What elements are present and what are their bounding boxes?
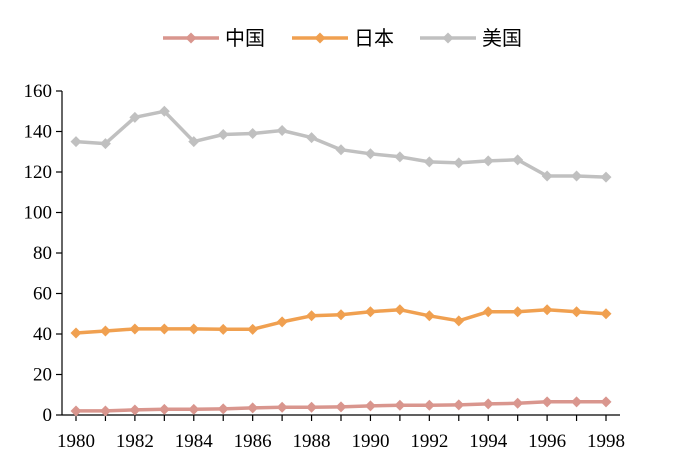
series-2 <box>70 105 612 183</box>
data-point <box>394 399 406 411</box>
legend-label: 日本 <box>354 26 394 50</box>
data-point <box>571 306 583 318</box>
data-point <box>335 144 347 156</box>
data-point <box>335 401 347 413</box>
data-point <box>364 400 376 412</box>
data-point <box>394 151 406 163</box>
legend-marker <box>442 32 454 44</box>
data-point <box>394 304 406 316</box>
data-point <box>129 111 141 123</box>
data-point <box>158 105 170 117</box>
y-tick-label: 160 <box>24 81 53 102</box>
y-tick-label: 0 <box>43 405 53 426</box>
y-tick-label: 80 <box>33 243 52 264</box>
data-point <box>276 401 288 413</box>
data-point <box>541 304 553 316</box>
data-point <box>158 403 170 415</box>
y-tick-label: 40 <box>33 324 52 345</box>
data-point <box>129 404 141 416</box>
data-point <box>600 308 612 320</box>
data-point <box>600 171 612 183</box>
data-point <box>423 310 435 322</box>
x-tick-label: 1980 <box>57 431 95 452</box>
y-tick-label: 20 <box>33 365 52 386</box>
data-point <box>423 156 435 168</box>
x-tick-label: 1990 <box>351 431 389 452</box>
x-tick-label: 1994 <box>469 431 508 452</box>
data-point <box>453 399 465 411</box>
data-point <box>306 132 318 144</box>
data-point <box>276 124 288 136</box>
data-point <box>482 155 494 167</box>
data-point <box>217 403 229 415</box>
data-point <box>364 306 376 318</box>
y-tick-label: 100 <box>24 203 53 224</box>
data-point <box>571 170 583 182</box>
data-point <box>247 323 259 335</box>
data-point <box>70 327 82 339</box>
data-point <box>70 405 82 417</box>
data-point <box>188 136 200 148</box>
data-point <box>453 157 465 169</box>
legend-item: 中国 <box>163 26 265 50</box>
y-tick-label: 120 <box>24 162 53 183</box>
data-point <box>158 323 170 335</box>
x-tick-label: 1986 <box>234 431 272 452</box>
data-point <box>70 136 82 148</box>
data-point <box>306 310 318 322</box>
data-point <box>188 323 200 335</box>
data-point <box>217 323 229 335</box>
data-point <box>188 403 200 415</box>
data-point <box>335 309 347 321</box>
data-point <box>306 401 318 413</box>
data-point <box>453 315 465 327</box>
data-point <box>217 129 229 141</box>
data-point <box>512 306 524 318</box>
data-point <box>129 323 141 335</box>
data-point <box>423 399 435 411</box>
data-point <box>600 396 612 408</box>
data-point <box>541 396 553 408</box>
data-point <box>99 405 111 417</box>
legend: 中国 日本 美国 <box>163 26 522 50</box>
data-point <box>99 325 111 337</box>
legend-marker <box>185 32 197 44</box>
legend-item: 美国 <box>420 26 522 50</box>
data-point <box>512 397 524 409</box>
data-point <box>247 128 259 140</box>
y-tick-label: 60 <box>33 284 52 305</box>
x-tick-label: 1984 <box>175 431 214 452</box>
data-point <box>276 316 288 328</box>
legend-label: 美国 <box>482 26 522 50</box>
data-point <box>482 306 494 318</box>
data-point <box>482 398 494 410</box>
data-point <box>571 396 583 408</box>
y-tick-label: 140 <box>24 122 53 143</box>
data-point <box>512 154 524 166</box>
legend-marker <box>314 32 326 44</box>
x-tick-label: 1996 <box>528 431 566 452</box>
data-point <box>364 148 376 160</box>
data-point <box>247 402 259 414</box>
series-0 <box>70 396 612 417</box>
legend-label: 中国 <box>225 26 265 50</box>
x-tick-label: 1992 <box>410 431 448 452</box>
x-tick-label: 1998 <box>587 431 625 452</box>
series-layer <box>70 105 612 417</box>
data-point <box>99 138 111 150</box>
legend-item: 日本 <box>292 26 394 50</box>
x-tick-label: 1982 <box>116 431 154 452</box>
series-1 <box>70 304 612 339</box>
data-point <box>541 170 553 182</box>
axes: 0 20 40 60 80 100 120 140 160 1980 1982 1984 1986 198… <box>24 81 626 452</box>
series-line <box>74 109 608 179</box>
x-tick-label: 1988 <box>293 431 331 452</box>
